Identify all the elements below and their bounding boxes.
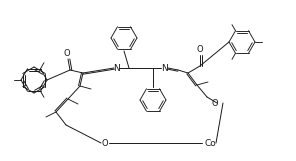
Text: N: N	[114, 63, 120, 72]
Text: O: O	[64, 48, 70, 57]
Text: O: O	[197, 44, 203, 53]
Text: O: O	[102, 138, 108, 147]
Text: N: N	[161, 63, 167, 72]
Text: O: O	[212, 99, 218, 108]
Text: Co: Co	[204, 138, 216, 147]
